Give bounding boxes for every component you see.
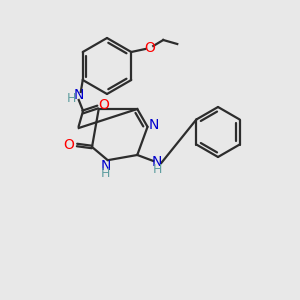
- Text: H: H: [67, 92, 76, 106]
- Text: N: N: [100, 159, 111, 173]
- Text: N: N: [148, 118, 159, 132]
- Text: O: O: [64, 138, 74, 152]
- Text: N: N: [152, 155, 163, 169]
- Text: N: N: [74, 88, 84, 102]
- Text: O: O: [144, 41, 155, 55]
- Text: O: O: [98, 98, 109, 112]
- Text: H: H: [101, 167, 110, 180]
- Text: H: H: [153, 164, 162, 176]
